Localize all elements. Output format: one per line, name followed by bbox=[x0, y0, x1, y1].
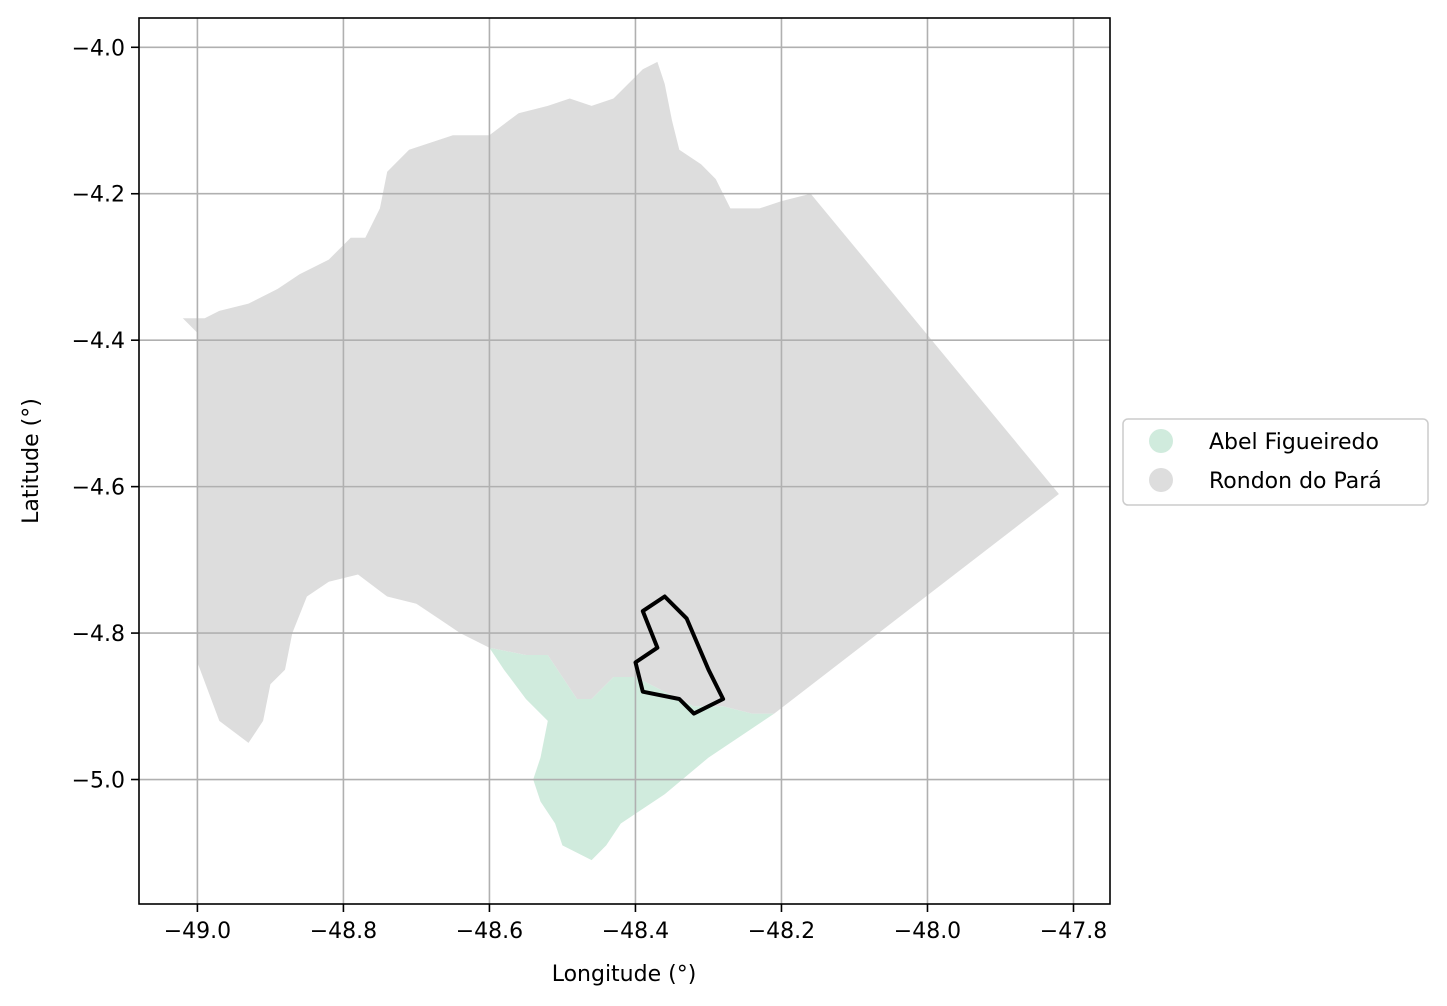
y-axis: −4.0 −4.2 −4.4 −4.6 −4.8 −5.0 bbox=[72, 36, 139, 794]
legend-label-abel-figueiredo: Abel Figueiredo bbox=[1209, 430, 1379, 455]
region-abel-figueiredo bbox=[489, 647, 775, 861]
y-axis-title: Latitude (°) bbox=[19, 398, 44, 524]
x-tick-label: −49.0 bbox=[164, 919, 231, 944]
y-tick-label: −4.0 bbox=[72, 36, 125, 61]
outline-layer bbox=[633, 594, 726, 716]
y-tick-label: −4.4 bbox=[72, 329, 125, 354]
grid-layer bbox=[139, 18, 1110, 904]
x-axis-title: Longitude (°) bbox=[552, 962, 697, 987]
highlight-outline bbox=[633, 594, 726, 716]
x-tick-label: −48.4 bbox=[602, 919, 669, 944]
legend-frame bbox=[1122, 418, 1429, 506]
plot-frame bbox=[138, 17, 1111, 905]
y-tick-label: −4.6 bbox=[72, 476, 125, 501]
legend-marker-abel-figueiredo bbox=[1149, 429, 1173, 453]
x-tick-label: −48.0 bbox=[894, 919, 961, 944]
x-tick-label: −48.8 bbox=[310, 919, 377, 944]
x-tick-label: −48.6 bbox=[456, 919, 523, 944]
y-tick-label: −4.8 bbox=[72, 622, 125, 647]
legend-entries: Abel Figueiredo Rondon do Pará bbox=[1149, 429, 1382, 494]
legend-marker-rondon-do-para bbox=[1149, 468, 1173, 492]
x-axis: −49.0 −48.8 −48.6 −48.4 −48.2 −48.0 −47.8 bbox=[164, 904, 1107, 944]
y-tick-label: −4.2 bbox=[72, 183, 125, 208]
x-tick-label: −47.8 bbox=[1040, 919, 1107, 944]
legend: Abel Figueiredo Rondon do Pará bbox=[1122, 418, 1429, 506]
legend-label-rondon-do-para: Rondon do Pará bbox=[1209, 469, 1382, 494]
regions-layer bbox=[182, 61, 1059, 861]
y-tick-label: −5.0 bbox=[72, 769, 125, 794]
region-rondon-do-para bbox=[182, 61, 1059, 743]
x-tick-label: −48.2 bbox=[748, 919, 815, 944]
